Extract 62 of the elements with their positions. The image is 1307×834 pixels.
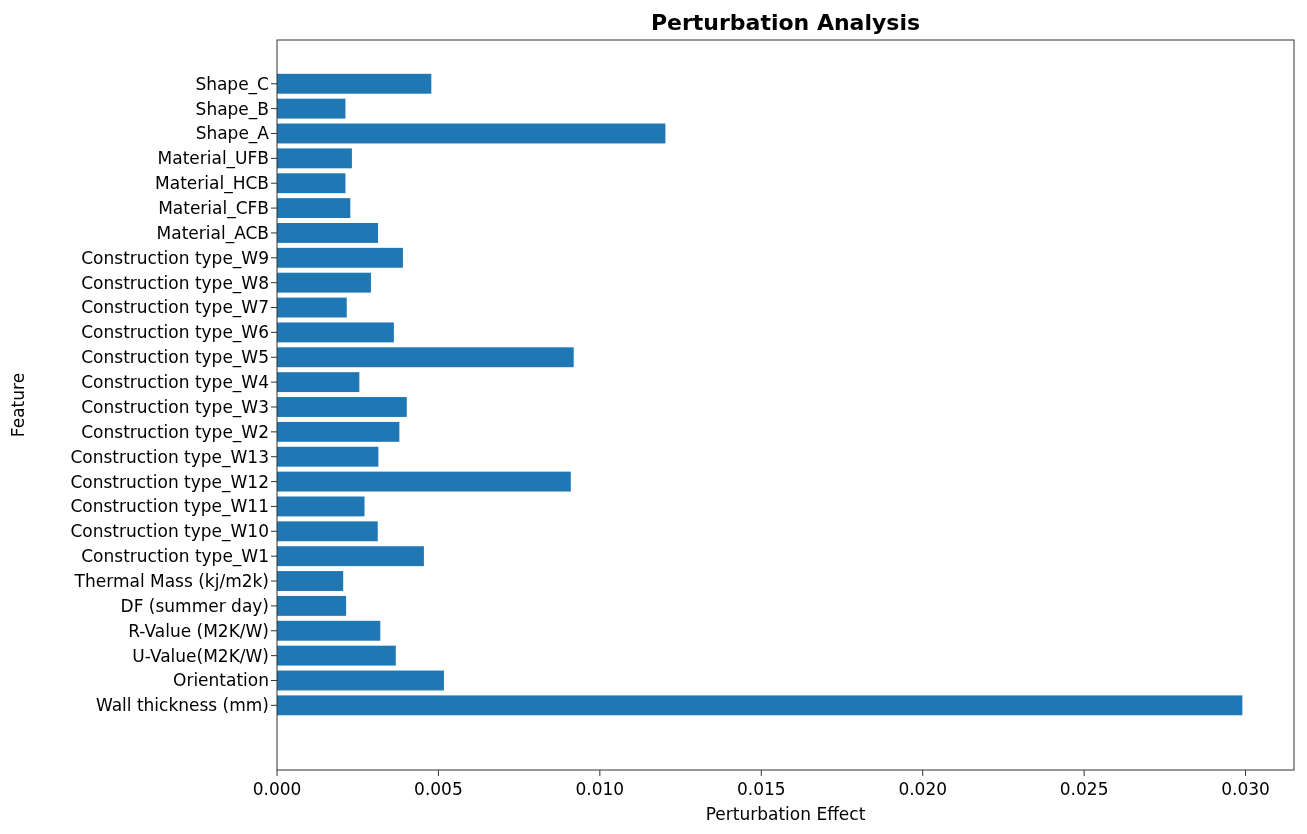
y-tick-label: Construction type_W10 bbox=[70, 521, 269, 543]
y-tick-label: Shape_A bbox=[195, 123, 270, 145]
y-tick-label: Construction type_W8 bbox=[81, 272, 269, 294]
y-tick-label: Wall thickness (mm) bbox=[95, 695, 269, 716]
y-tick-label: DF (summer day) bbox=[120, 595, 269, 616]
y-tick-label: U-Value(M2K/W) bbox=[132, 645, 269, 666]
bar bbox=[277, 123, 666, 144]
y-tick-label: Construction type_W2 bbox=[81, 421, 269, 443]
y-tick-label: Material_CFB bbox=[158, 198, 269, 220]
bar bbox=[277, 421, 400, 442]
bar bbox=[277, 198, 351, 219]
bar bbox=[277, 397, 407, 417]
y-tick-label: Material_HCB bbox=[155, 173, 269, 195]
x-tick-label: 0.005 bbox=[414, 779, 463, 799]
bar bbox=[277, 446, 379, 467]
chart-title: Perturbation Analysis bbox=[650, 10, 921, 35]
bar bbox=[277, 173, 346, 194]
x-axis-title: Perturbation Effect bbox=[705, 804, 866, 824]
y-tick-label: Material_UFB bbox=[157, 148, 269, 170]
y-tick-label: Construction type_W11 bbox=[70, 496, 269, 518]
y-tick-label: Construction type_W7 bbox=[81, 297, 269, 319]
y-tick-label: Construction type_W12 bbox=[70, 471, 269, 493]
y-tick-label: Shape_B bbox=[195, 98, 269, 120]
y-tick-label: Material_ACB bbox=[156, 222, 269, 244]
y-tick-label: Thermal Mass (kj/m2k) bbox=[73, 570, 269, 591]
y-tick-label: Orientation bbox=[173, 670, 269, 691]
bar bbox=[277, 297, 347, 318]
bar bbox=[277, 347, 574, 368]
bar bbox=[277, 148, 352, 169]
y-tick-label: Construction type_W4 bbox=[81, 372, 269, 394]
y-axis-title: Feature bbox=[8, 372, 28, 438]
bar bbox=[277, 620, 381, 641]
bar bbox=[277, 322, 394, 343]
bar bbox=[277, 571, 344, 591]
y-tick-label: Construction type_W13 bbox=[70, 446, 269, 468]
y-tick-label: Construction type_W1 bbox=[81, 546, 269, 568]
bar bbox=[277, 73, 432, 94]
bar bbox=[277, 272, 371, 293]
bar bbox=[277, 521, 378, 542]
y-tick-label: Construction type_W6 bbox=[81, 322, 269, 344]
y-tick-label: R-Value (M2K/W) bbox=[128, 620, 269, 641]
bar bbox=[277, 223, 379, 243]
y-tick-label: Construction type_W9 bbox=[81, 247, 269, 269]
x-tick-label: 0.010 bbox=[575, 779, 625, 799]
bar bbox=[277, 595, 347, 616]
x-tick-label: 0.025 bbox=[1059, 779, 1109, 799]
bar bbox=[277, 496, 365, 517]
bar bbox=[277, 372, 360, 393]
bar bbox=[277, 645, 396, 666]
x-tick-label: 0.030 bbox=[1221, 779, 1270, 799]
x-tick-label: 0.020 bbox=[898, 779, 948, 799]
bar bbox=[277, 247, 403, 268]
bar bbox=[277, 670, 444, 691]
y-tick-label: Construction type_W3 bbox=[81, 396, 269, 418]
bar bbox=[277, 471, 571, 492]
x-tick-label: 0.015 bbox=[736, 779, 786, 799]
bar bbox=[277, 546, 424, 567]
bar bbox=[277, 98, 346, 119]
y-tick-label: Shape_C bbox=[195, 73, 269, 95]
bar bbox=[277, 695, 1243, 716]
y-tick-label: Construction type_W5 bbox=[81, 347, 269, 369]
x-tick-label: 0.000 bbox=[252, 779, 302, 799]
